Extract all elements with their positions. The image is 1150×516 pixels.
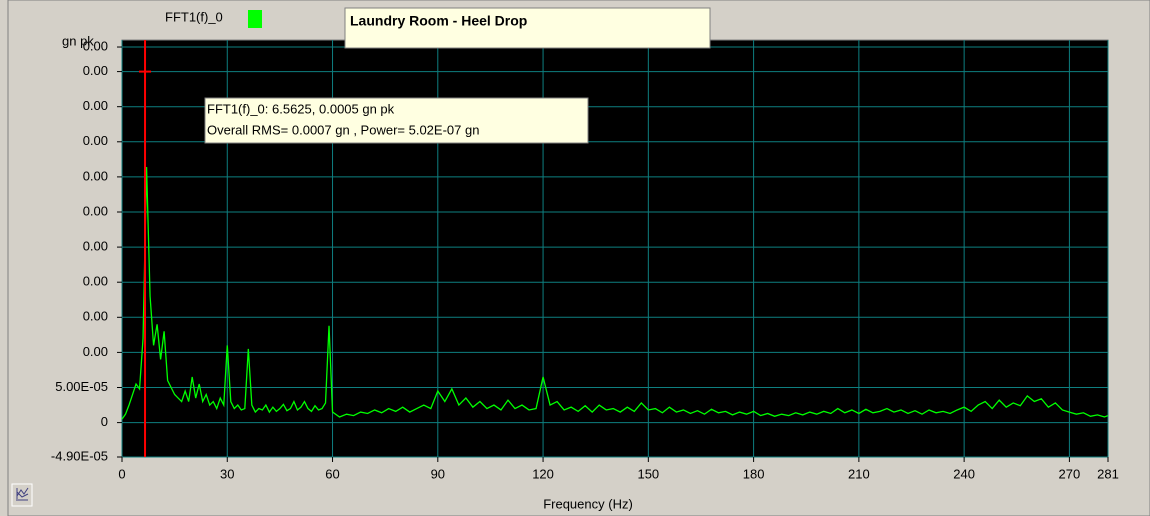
x-tick-label: 120	[532, 466, 554, 481]
marks	[121, 40, 1109, 457]
y-tick-label: 0.00	[83, 38, 108, 53]
tooltip-line: Overall RMS= 0.0007 gn , Power= 5.02E-07…	[207, 122, 479, 137]
x-tick-label: 90	[431, 466, 445, 481]
y-tick-label: 0	[101, 414, 108, 429]
x-tick-label: 281	[1097, 466, 1119, 481]
y-tick-label: 0.00	[83, 274, 108, 289]
y-tick-label: 0.00	[83, 63, 108, 78]
series-line	[121, 167, 1109, 420]
x-tick-label: 0	[118, 466, 125, 481]
legend-label: FFT1(f)_0	[165, 9, 223, 24]
x-tick-label: 180	[743, 466, 765, 481]
y-tick-label: 0.00	[83, 239, 108, 254]
tooltip-line: FFT1(f)_0: 6.5625, 0.0005 gn pk	[207, 101, 395, 116]
y-tick-label: 5.00E-05	[55, 379, 108, 394]
legend-swatch	[248, 10, 262, 28]
y-tick-label: 0.00	[83, 344, 108, 359]
x-axis-label: Frequency (Hz)	[543, 496, 633, 511]
y-tick-label: 0.00	[83, 133, 108, 148]
title-box	[344, 7, 711, 49]
y-tick-label: 0.00	[83, 168, 108, 183]
x-tick-label: 150	[637, 466, 659, 481]
x-tick-label: 210	[848, 466, 870, 481]
chart-tool-button[interactable]	[11, 483, 33, 507]
x-tick-label: 240	[953, 466, 975, 481]
chart-tool-icon	[16, 487, 29, 501]
chart-title: Laundry Room - Heel Drop	[350, 13, 527, 29]
tooltip: FFT1(f)_0: 6.5625, 0.0005 gn pk Overall R…	[204, 97, 589, 144]
y-tick-label: 0.00	[83, 203, 108, 218]
y-tick-label: 0.00	[83, 309, 108, 324]
tooltip-box	[204, 97, 589, 144]
y-tick-label: -4.90E-05	[51, 448, 108, 463]
x-tick-label: 60	[325, 466, 339, 481]
y-tick-label: 0.00	[83, 98, 108, 113]
x-tick-label: 30	[220, 466, 234, 481]
y-axis-label: gn pk	[62, 33, 94, 48]
x-tick-label: 270	[1059, 466, 1081, 481]
